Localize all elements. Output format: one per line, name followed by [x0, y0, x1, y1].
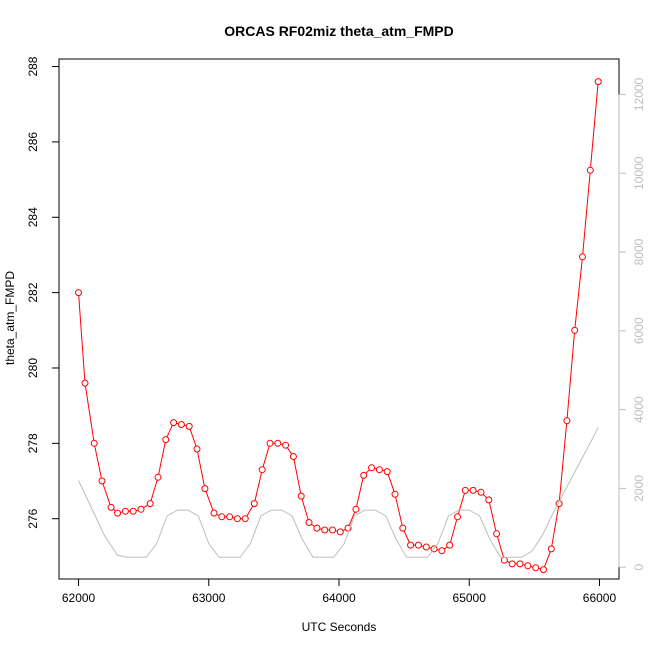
data-point: [90, 439, 98, 447]
data-point: [500, 556, 508, 564]
y-tick-label-left: 280: [26, 358, 40, 378]
data-point: [586, 166, 594, 174]
data-point: [524, 562, 532, 570]
data-point: [75, 289, 82, 297]
data-point: [571, 326, 579, 334]
data-point: [461, 486, 469, 494]
data-point: [532, 564, 540, 572]
data-point: [516, 560, 524, 568]
data-point: [336, 528, 344, 536]
x-tick-label: 65000: [453, 591, 487, 605]
data-point: [414, 541, 422, 549]
data-point: [563, 417, 571, 425]
y-axis-left: 276 278 280 282 284 286 288: [26, 56, 59, 529]
y-tick-label-left: 278: [26, 433, 40, 453]
data-point: [114, 509, 122, 517]
data-point: [107, 503, 115, 511]
data-point: [329, 526, 336, 534]
data-point: [250, 500, 258, 508]
x-tick-label: 66000: [583, 591, 617, 605]
data-point: [185, 422, 193, 430]
data-point: [352, 505, 360, 513]
primary-series-line: [78, 81, 599, 571]
x-tick-label: 63000: [192, 591, 226, 605]
data-point: [446, 541, 454, 549]
y-tick-label-right: 4000: [632, 396, 646, 423]
y-tick-label-left: 288: [26, 56, 40, 76]
data-point: [360, 471, 368, 479]
data-point: [218, 513, 226, 521]
y-tick-label-right: 6000: [632, 317, 646, 344]
y-tick-label-right: 10000: [632, 156, 646, 190]
y-tick-label-left: 284: [26, 207, 40, 227]
data-point: [177, 421, 185, 428]
data-point: [201, 485, 209, 493]
data-point: [485, 496, 493, 504]
plot-area: [75, 78, 602, 574]
data-point: [137, 505, 145, 513]
data-point: [383, 468, 391, 476]
data-point: [540, 566, 547, 574]
data-point: [210, 509, 218, 517]
data-point: [98, 477, 106, 485]
secondary-series-line: [78, 427, 599, 558]
data-point: [422, 543, 430, 551]
data-point: [508, 560, 516, 568]
data-point: [170, 419, 178, 427]
data-point: [289, 453, 297, 460]
data-point: [226, 513, 234, 521]
data-point: [391, 490, 399, 498]
data-point: [274, 439, 282, 447]
data-point: [81, 379, 89, 387]
chart-title: ORCAS RF02miz theta_atm_FMPD: [224, 23, 454, 39]
data-point: [313, 524, 321, 532]
x-axis: 62000 63000 64000 65000 66000: [62, 578, 617, 605]
data-point: [258, 466, 266, 474]
y-axis-label: theta_atm_FMPD: [3, 271, 17, 365]
data-point: [454, 513, 461, 521]
y-tick-label-left: 286: [26, 132, 40, 152]
data-point: [297, 492, 305, 500]
data-point: [241, 515, 249, 523]
data-point: [305, 519, 313, 526]
x-tick-label: 64000: [322, 591, 356, 605]
data-point: [121, 507, 129, 515]
y-tick-label-right: 12000: [632, 77, 646, 111]
data-point: [407, 541, 415, 549]
data-point: [493, 530, 501, 538]
data-point: [594, 78, 602, 86]
data-point: [477, 488, 485, 496]
y-tick-label-right: 0: [632, 564, 646, 571]
data-point: [154, 473, 162, 481]
data-point: [162, 436, 170, 444]
data-point: [233, 515, 241, 523]
y-tick-label-right: 2000: [632, 475, 646, 502]
data-point: [438, 547, 446, 555]
data-point: [193, 445, 201, 453]
data-point: [368, 464, 376, 472]
x-tick-label: 62000: [62, 591, 96, 605]
y-tick-label-right: 8000: [632, 238, 646, 265]
data-point: [547, 545, 555, 553]
data-point: [375, 466, 383, 474]
data-point: [282, 441, 290, 449]
y-tick-label-left: 282: [26, 282, 40, 302]
data-point: [579, 253, 586, 261]
data-point: [399, 524, 407, 532]
x-axis-label: UTC Seconds: [302, 620, 377, 634]
data-point: [469, 486, 477, 494]
data-point: [266, 439, 274, 447]
data-point: [129, 507, 137, 515]
plot-frame: [58, 58, 620, 580]
y-tick-label-left: 276: [26, 508, 40, 528]
data-point: [146, 500, 154, 508]
y-axis-right: 0 2000 4000 6000 8000 10000 12000: [618, 77, 646, 571]
data-point: [321, 526, 329, 534]
